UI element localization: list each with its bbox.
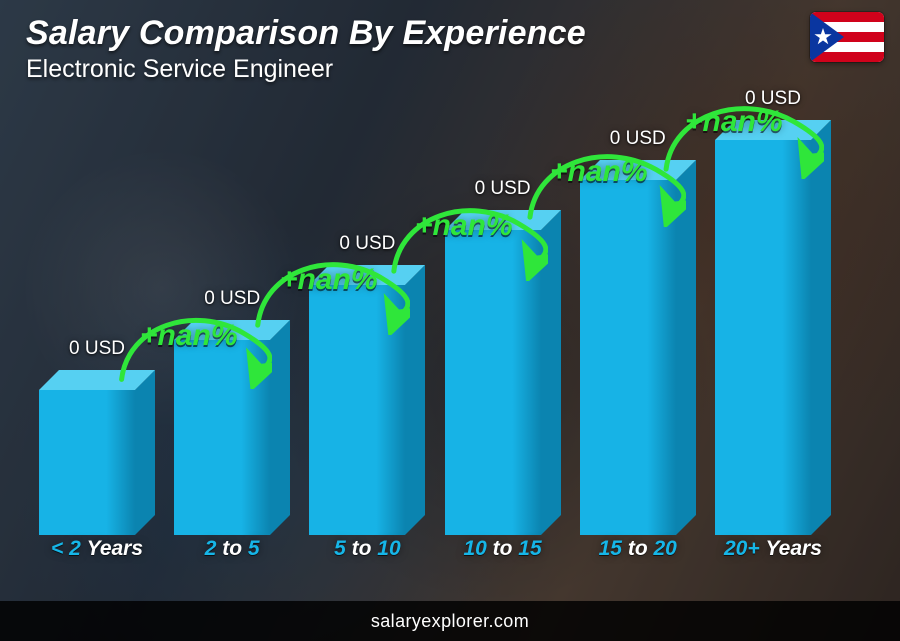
x-axis-category-label: 5 to 10: [308, 537, 426, 571]
bar: [715, 120, 831, 535]
bar-column: 0 USD: [38, 338, 156, 535]
bar-value-label: 0 USD: [339, 233, 395, 255]
bars-container: 0 USD0 USD0 USD0 USD0 USD0 USD: [30, 101, 840, 535]
x-axis-category-label: 2 to 5: [173, 537, 291, 571]
bar-value-label: 0 USD: [610, 128, 666, 150]
bar-column: 0 USD: [444, 178, 562, 535]
x-axis-category-label: < 2 Years: [38, 537, 156, 571]
bar-column: 0 USD: [173, 288, 291, 535]
flag-puerto-rico-icon: [810, 12, 884, 62]
bar-column: 0 USD: [579, 128, 697, 535]
bar: [580, 160, 696, 535]
bar-column: 0 USD: [308, 233, 426, 535]
page-title: Salary Comparison By Experience: [26, 14, 586, 53]
bar-value-label: 0 USD: [204, 288, 260, 310]
bar-column: 0 USD: [714, 88, 832, 535]
chart-card: Salary Comparison By Experience Electron…: [0, 0, 900, 641]
x-axis-labels: < 2 Years 2 to 5 5 to 10 10 to 15 15 to 20 20…: [30, 537, 840, 571]
bar: [39, 370, 155, 535]
bar: [309, 265, 425, 535]
title-block: Salary Comparison By Experience Electron…: [26, 14, 586, 84]
bar-value-label: 0 USD: [475, 178, 531, 200]
x-axis-category-label: 15 to 20: [579, 537, 697, 571]
bar-value-label: 0 USD: [745, 88, 801, 110]
bar-value-label: 0 USD: [69, 338, 125, 360]
x-axis-category-label: 20+ Years: [714, 537, 832, 571]
footer: salaryexplorer.com: [0, 601, 900, 641]
x-axis-category-label: 10 to 15: [444, 537, 562, 571]
bar: [174, 320, 290, 535]
bar-chart: 0 USD0 USD0 USD0 USD0 USD0 USD < 2 Years…: [30, 101, 840, 571]
footer-text: salaryexplorer.com: [371, 611, 529, 632]
bar: [445, 210, 561, 535]
page-subtitle: Electronic Service Engineer: [26, 55, 586, 84]
